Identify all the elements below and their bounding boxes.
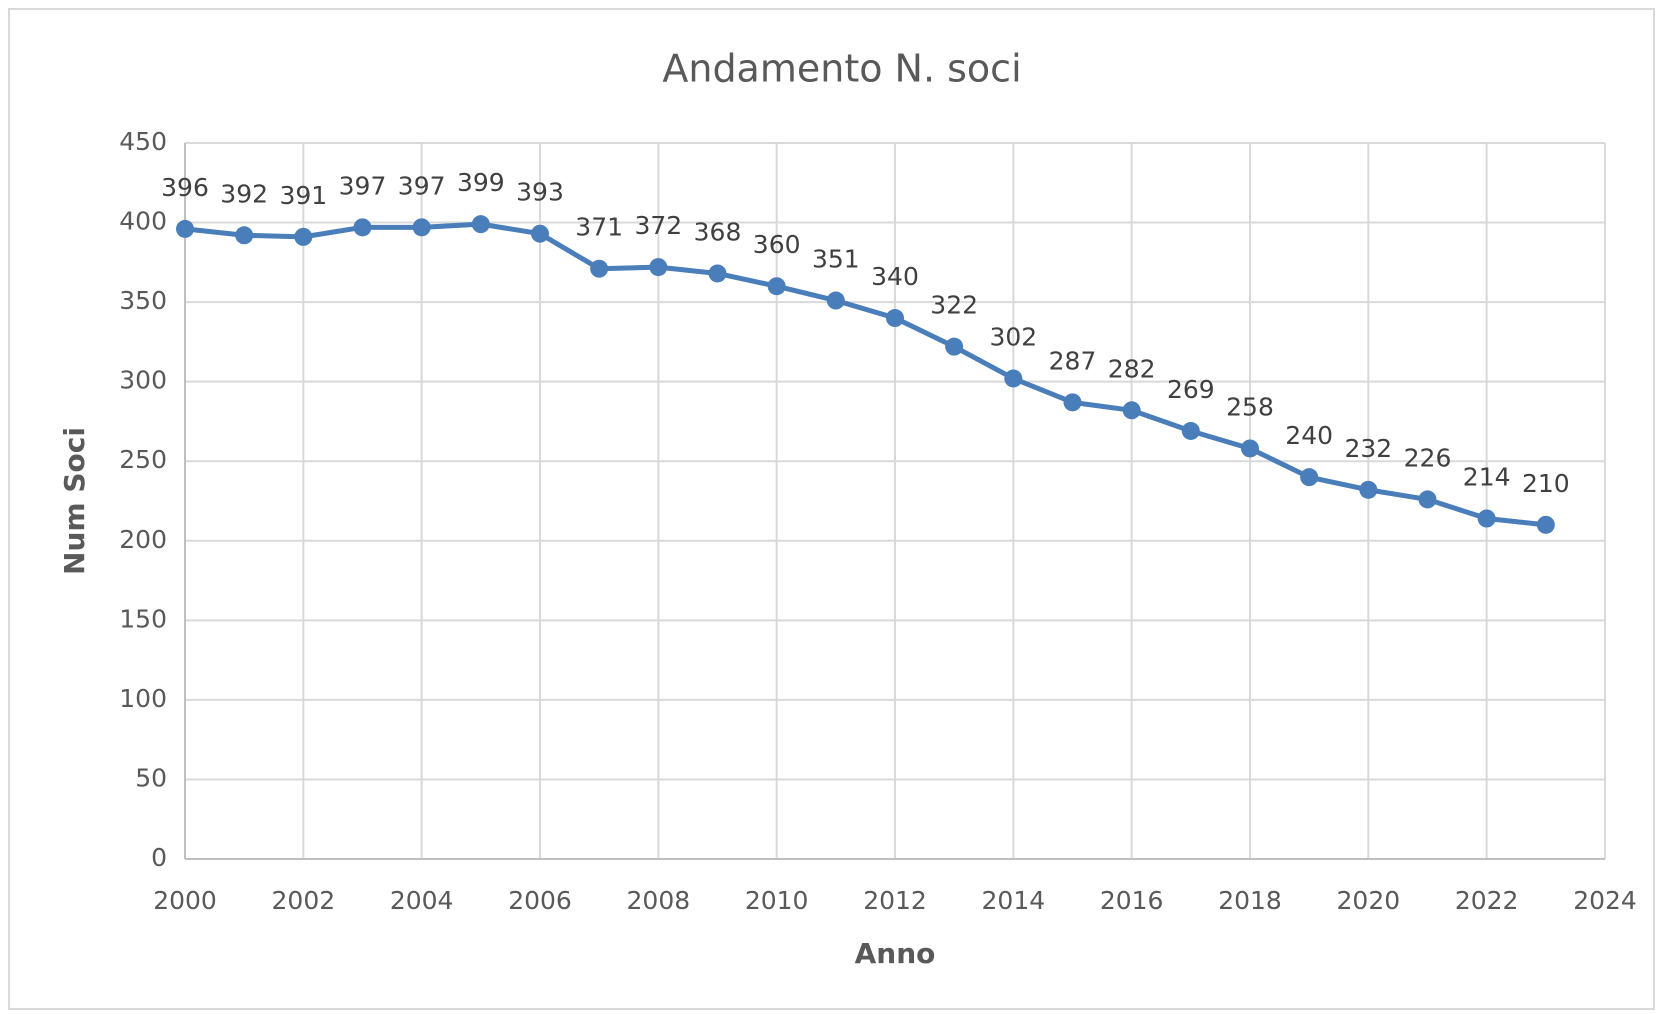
data-point bbox=[176, 219, 194, 238]
data-label: 372 bbox=[634, 211, 682, 240]
data-label: 392 bbox=[220, 179, 268, 208]
data-label: 214 bbox=[1463, 463, 1511, 492]
x-tick-label: 2018 bbox=[1218, 886, 1282, 915]
data-point bbox=[945, 337, 964, 356]
x-tick-label: 2008 bbox=[627, 886, 691, 915]
data-label: 393 bbox=[516, 178, 564, 207]
data-point bbox=[1359, 480, 1378, 499]
data-point bbox=[1004, 369, 1023, 388]
data-label: 210 bbox=[1522, 469, 1570, 498]
x-tick-label: 2012 bbox=[863, 886, 927, 915]
data-point bbox=[1300, 468, 1319, 487]
data-label: 258 bbox=[1226, 392, 1274, 421]
y-tick-label: 400 bbox=[119, 207, 167, 236]
chart-title: Andamento N. soci bbox=[662, 47, 1021, 91]
data-label: 368 bbox=[694, 217, 742, 246]
y-tick-label: 350 bbox=[119, 286, 167, 315]
x-tick-label: 2014 bbox=[982, 886, 1046, 915]
data-point bbox=[767, 277, 786, 296]
data-point bbox=[1063, 393, 1082, 412]
data-point bbox=[1241, 439, 1259, 458]
data-point bbox=[412, 218, 431, 237]
data-point bbox=[471, 215, 490, 234]
data-label: 371 bbox=[575, 213, 623, 242]
data-line bbox=[184, 221, 1547, 528]
data-label: 226 bbox=[1404, 443, 1452, 472]
data-label: 396 bbox=[161, 173, 209, 202]
x-tick-label: 2024 bbox=[1573, 886, 1637, 915]
data-label: 397 bbox=[398, 171, 446, 200]
data-label: 397 bbox=[339, 171, 387, 200]
data-point bbox=[294, 227, 313, 246]
y-tick-label: 200 bbox=[119, 525, 167, 554]
data-point bbox=[235, 226, 254, 245]
data-point bbox=[826, 291, 845, 310]
data-label: 282 bbox=[1108, 354, 1156, 383]
data-label: 322 bbox=[930, 291, 978, 320]
data-point bbox=[590, 259, 609, 278]
x-tick-label: 2020 bbox=[1337, 886, 1401, 915]
data-label: 240 bbox=[1285, 421, 1333, 450]
data-label: 360 bbox=[753, 230, 801, 259]
data-point bbox=[1477, 509, 1496, 528]
data-point bbox=[1536, 515, 1555, 534]
x-axis-label: Anno bbox=[855, 937, 936, 970]
data-label: 391 bbox=[279, 181, 327, 210]
data-label: 287 bbox=[1049, 346, 1097, 375]
x-tick-label: 2004 bbox=[390, 886, 454, 915]
data-point bbox=[649, 258, 668, 277]
chart-frame bbox=[8, 8, 1655, 1010]
data-label: 232 bbox=[1344, 434, 1392, 463]
y-tick-label: 300 bbox=[119, 366, 167, 395]
y-tick-label: 450 bbox=[119, 127, 167, 156]
y-tick-label: 150 bbox=[119, 604, 167, 633]
data-point bbox=[1122, 401, 1141, 420]
x-tick-label: 2022 bbox=[1455, 886, 1519, 915]
y-tick-label: 250 bbox=[119, 445, 167, 474]
data-point bbox=[886, 309, 904, 328]
x-tick-label: 2006 bbox=[508, 886, 572, 915]
data-label: 351 bbox=[812, 245, 860, 274]
data-label: 399 bbox=[457, 168, 505, 197]
data-point bbox=[708, 264, 727, 283]
data-point bbox=[353, 218, 372, 237]
x-tick-label: 2000 bbox=[153, 886, 217, 915]
data-label: 302 bbox=[989, 322, 1037, 351]
x-tick-label: 2016 bbox=[1100, 886, 1164, 915]
data-label: 340 bbox=[871, 262, 919, 291]
y-tick-label: 50 bbox=[135, 763, 167, 792]
data-point bbox=[531, 224, 549, 243]
x-tick-label: 2002 bbox=[272, 886, 336, 915]
x-tick-label: 2010 bbox=[745, 886, 809, 915]
y-axis-label: Num Soci bbox=[58, 427, 91, 575]
y-tick-label: 0 bbox=[151, 843, 167, 872]
data-point bbox=[1181, 421, 1200, 440]
y-tick-label: 100 bbox=[119, 684, 167, 713]
data-label: 269 bbox=[1167, 375, 1215, 404]
data-point bbox=[1418, 490, 1437, 509]
